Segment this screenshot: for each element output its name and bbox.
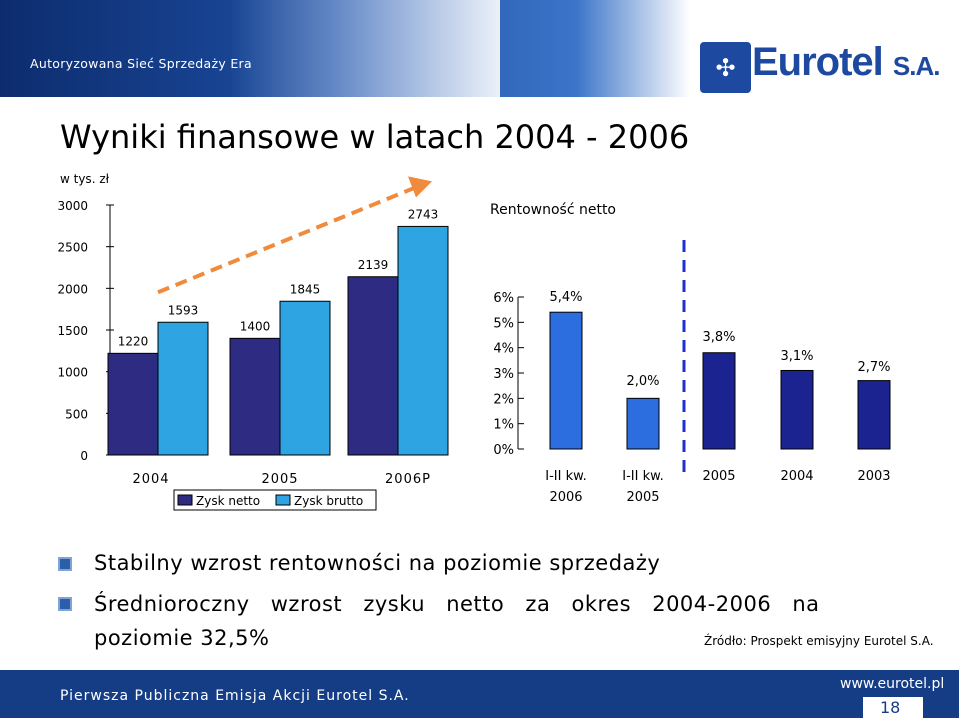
x-category-label: 2003	[857, 469, 890, 484]
bullet-icon	[58, 597, 72, 611]
data-label: 2743	[408, 207, 439, 221]
y-tick-label: 3000	[57, 199, 88, 213]
bar-zysk-netto	[107, 352, 159, 456]
unit-label: w tys. zł	[60, 172, 110, 186]
y-tick-label: 0	[80, 449, 88, 463]
y-tick-label: 500	[65, 407, 88, 421]
bar-zysk-brutto	[397, 225, 449, 456]
data-label: 2,7%	[857, 360, 890, 375]
eurotel-logo: Eurotel S.A.	[752, 40, 940, 85]
y-tick-label: 1%	[493, 418, 514, 433]
legend-swatch	[177, 494, 193, 506]
bullet-text-1: Stabilny wzrost rentowności na poziomie …	[94, 551, 661, 575]
bar-net-margin	[780, 369, 814, 450]
x-category-label: I-II kw.	[545, 469, 586, 484]
legend-label: Zysk brutto	[294, 494, 363, 508]
legend-swatch	[275, 494, 291, 506]
bar-zysk-brutto	[279, 300, 331, 456]
data-label: 2139	[358, 258, 389, 272]
y-tick-label: 3%	[493, 367, 514, 382]
data-label: 3,1%	[780, 349, 813, 364]
chart-title: Rentowność netto	[490, 202, 616, 218]
profit-chart: 0 500 1000 1500 2000 2500 3000 1220 1593 2004 1400…	[57, 176, 449, 511]
footer-bar	[0, 670, 959, 718]
trend-arrow-head	[408, 176, 432, 198]
data-label: 2,0%	[626, 374, 659, 389]
x-category-label: 2006P	[385, 472, 431, 487]
bar-zysk-netto	[229, 337, 281, 456]
x-category-label: I-II kw.	[622, 469, 663, 484]
footer-text: Pierwsza Publiczna Emisja Akcji Eurotel …	[60, 688, 410, 704]
data-label: 1593	[168, 303, 199, 317]
header-photo	[230, 0, 500, 97]
x-category-label: 2004	[780, 469, 813, 484]
legend-label: Zysk netto	[196, 494, 260, 508]
header-tagline: Autoryzowana Sieć Sprzedaży Era	[30, 56, 252, 71]
legend-box	[173, 489, 377, 511]
y-tick-label: 1000	[57, 366, 88, 380]
y-tick-label: 5%	[493, 316, 514, 331]
x-category-label: 2006	[549, 490, 582, 505]
trend-arrow-line	[157, 184, 419, 295]
slide-title: Wyniki finansowe w latach 2004 - 2006	[60, 118, 690, 156]
logo-lettering: Eurotel	[752, 40, 884, 84]
data-label: 5,4%	[549, 290, 582, 305]
y-tick-label: 2000	[57, 282, 88, 296]
footer-url[interactable]: www.eurotel.pl	[840, 676, 945, 692]
logo-suffix: S.A.	[892, 51, 941, 81]
eurotel-logo-icon: ✣	[700, 42, 751, 93]
bar-net-margin	[626, 397, 660, 450]
data-label: 1845	[290, 282, 321, 296]
bullet-icon	[58, 557, 72, 571]
bar-zysk-brutto	[157, 321, 209, 456]
bar-net-margin	[702, 352, 736, 450]
bar-net-margin	[549, 311, 583, 450]
y-tick-label: 6%	[493, 291, 514, 306]
data-label: 1220	[118, 334, 149, 348]
net-margin-chart: Rentowność netto 0% 1% 2% 3% 4% 5% 6% 5,4% I-II k…	[490, 202, 891, 505]
x-category-label: 2004	[132, 472, 169, 487]
bar-net-margin	[857, 380, 891, 450]
page-number: 18	[880, 698, 901, 717]
x-category-label: 2005	[702, 469, 735, 484]
x-category-label: 2005	[261, 472, 298, 487]
y-tick-label: 1500	[57, 324, 88, 338]
source-note: Źródło: Prospekt emisyjny Eurotel S.A.	[704, 634, 934, 648]
bullet-text-2-cont: poziomie 32,5%	[94, 626, 270, 650]
bar-zysk-netto	[347, 276, 399, 456]
y-tick-label: 0%	[493, 443, 514, 458]
page-number-box	[863, 697, 923, 718]
legend: Zysk netto Zysk brutto	[173, 489, 377, 511]
y-tick-label: 4%	[493, 342, 514, 357]
data-label: 3,8%	[702, 330, 735, 345]
y-tick-label: 2500	[57, 241, 88, 255]
x-category-label: 2005	[626, 490, 659, 505]
bullet-text-2: Średnioroczny wzrost zysku netto za okre…	[94, 592, 820, 616]
data-label: 1400	[240, 319, 271, 333]
y-tick-label: 2%	[493, 392, 514, 407]
